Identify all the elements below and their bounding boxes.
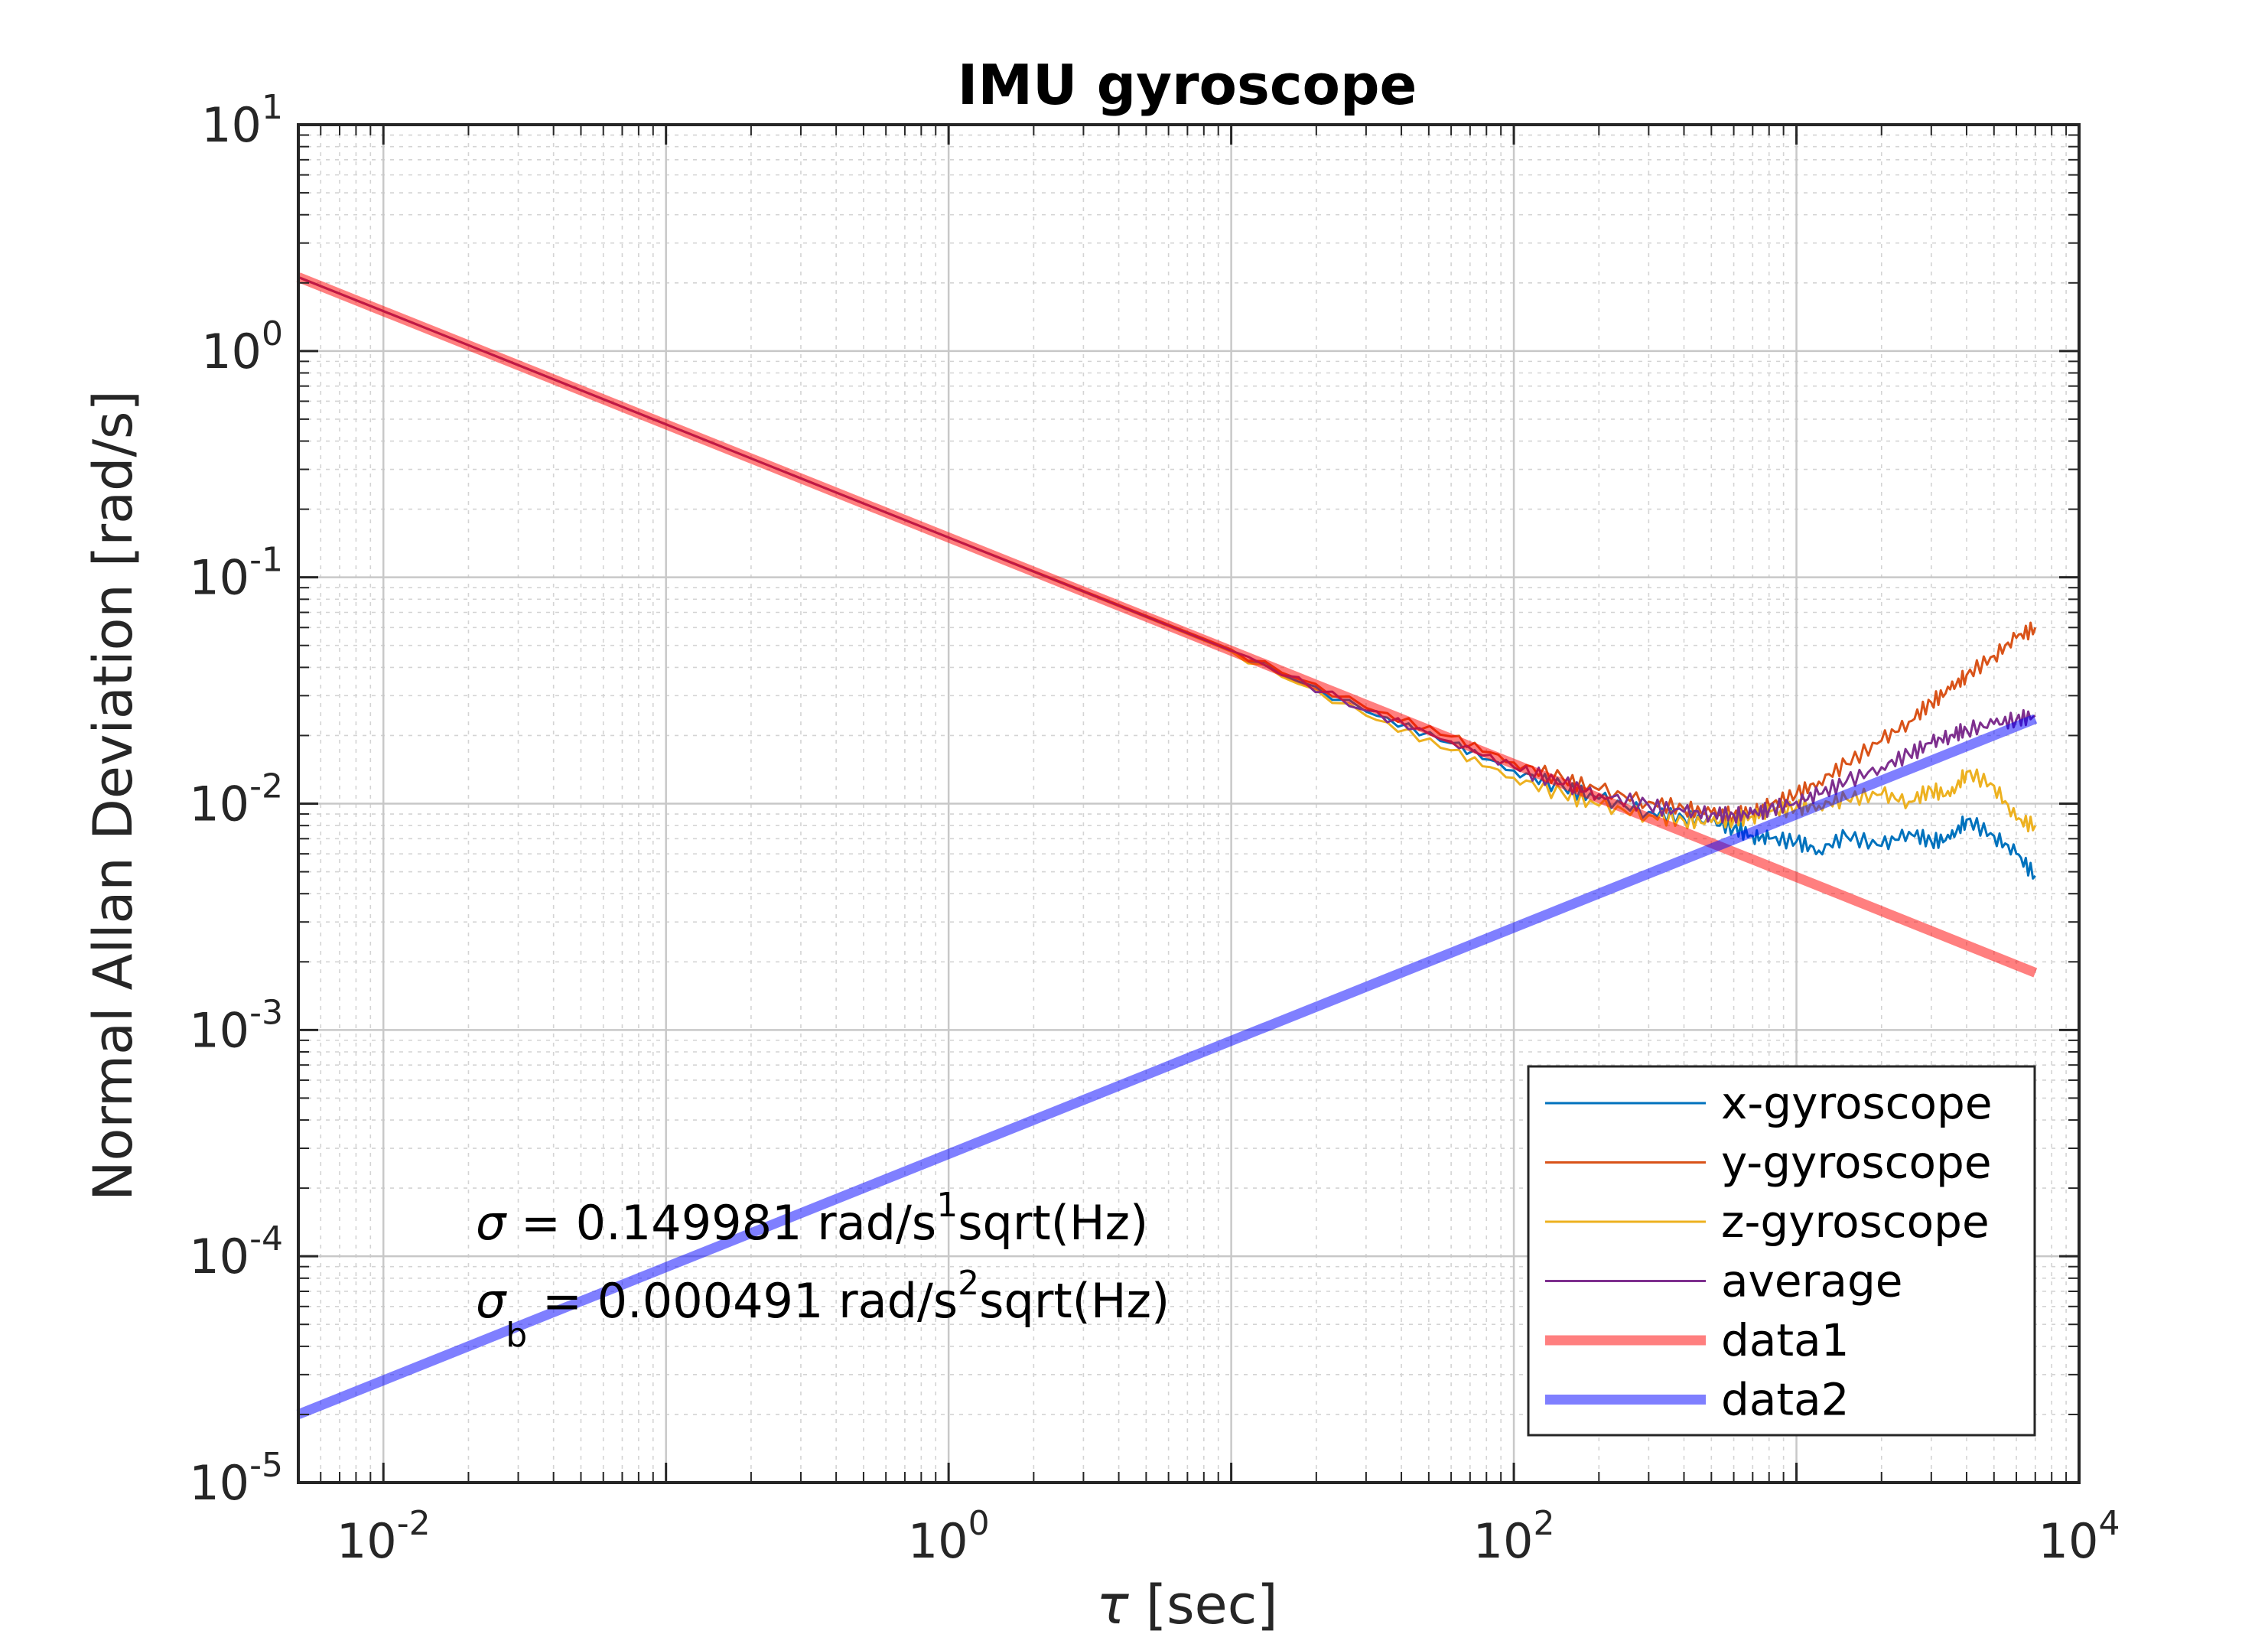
legend-label: average: [1721, 1255, 1902, 1307]
annotations: σ = 0.149981 rad/s1sqrt(Hz)σb = 0.000491…: [476, 1186, 1170, 1355]
y-tick-base: 10: [189, 776, 249, 832]
annotation-superscript: 2: [958, 1264, 979, 1303]
annotation-tail: sqrt(Hz): [958, 1195, 1148, 1251]
x-axis-label: τ [sec]: [1096, 1574, 1277, 1636]
x-tick-base: 10: [2039, 1513, 2099, 1569]
series-layer: [296, 272, 2038, 1419]
legend-box: [1527, 1065, 2036, 1437]
y-axis-label: Normal Allan Deviation [rad/s]: [82, 390, 145, 1201]
x-tick-label: 104: [2039, 1504, 2120, 1569]
x-tick-label: 100: [908, 1504, 990, 1569]
y-tick-exponent: -2: [249, 767, 283, 806]
x-tick-label: 102: [1473, 1504, 1555, 1569]
x-tick-base: 10: [1473, 1513, 1534, 1569]
y-tick-label: 10-3: [189, 993, 283, 1058]
series-line-x-gyroscope: [298, 275, 2036, 880]
legend-label: data1: [1721, 1314, 1850, 1366]
series-line-data1: [296, 272, 2038, 978]
y-tick-base: 10: [201, 97, 262, 153]
legend: x-gyroscope y-gyroscope z-gyroscope average…: [1527, 1065, 2036, 1437]
y-tick-exponent: 1: [262, 88, 283, 127]
annotation-superscript: 1: [936, 1186, 958, 1225]
y-tick-label: 10-4: [189, 1219, 283, 1284]
x-tick-label: 10-2: [337, 1504, 431, 1569]
annotation-symbol: σ: [476, 1273, 507, 1329]
y-tick-label: 10-5: [189, 1446, 283, 1511]
series-line-data2: [296, 714, 2038, 1419]
y-tick-label: 101: [201, 88, 283, 153]
annotation-tail: sqrt(Hz): [979, 1273, 1170, 1329]
legend-label: y-gyroscope: [1721, 1137, 1992, 1189]
x-tick-exponent: 0: [968, 1504, 990, 1543]
x-tick-exponent: 4: [2098, 1504, 2120, 1543]
annotation-subscript: b: [506, 1316, 527, 1355]
x-tick-labels: 10-2 100 102 104: [337, 1504, 2120, 1569]
legend-label: data2: [1721, 1374, 1850, 1426]
y-tick-base: 10: [189, 1455, 249, 1511]
y-tick-exponent: -3: [249, 993, 283, 1032]
x-tick-exponent: -2: [397, 1504, 431, 1543]
x-tick-exponent: 2: [1534, 1504, 1555, 1543]
y-tick-label: 10-2: [189, 767, 283, 832]
y-tick-exponent: -4: [249, 1219, 283, 1258]
legend-label: z-gyroscope: [1721, 1196, 1990, 1248]
x-axis-unit: [sec]: [1146, 1574, 1278, 1636]
x-tick-base: 10: [908, 1513, 968, 1569]
annotation-value: = 0.000491 rad/s: [527, 1273, 958, 1329]
y-tick-base: 10: [189, 1229, 249, 1284]
y-tick-exponent: 0: [262, 314, 283, 353]
annotation-value: = 0.149981 rad/s: [506, 1195, 936, 1251]
y-tick-exponent: -1: [249, 541, 283, 580]
x-tick-base: 10: [337, 1513, 397, 1569]
series-line-z-gyroscope: [298, 275, 2037, 833]
tick-marks: [298, 123, 2081, 1484]
legend-label: x-gyroscope: [1721, 1077, 1993, 1129]
x-axis-symbol: τ: [1096, 1574, 1129, 1636]
annotation-symbol: σ: [476, 1195, 507, 1251]
annotation-text: σb = 0.000491 rad/s2sqrt(Hz): [476, 1264, 1170, 1355]
y-tick-exponent: -5: [249, 1446, 283, 1485]
y-tick-base: 10: [189, 1002, 249, 1058]
annotation-text: σ = 0.149981 rad/s1sqrt(Hz): [476, 1186, 1148, 1251]
y-tick-label: 10-1: [189, 541, 283, 606]
y-tick-base: 10: [201, 324, 262, 379]
y-tick-label: 100: [201, 314, 283, 379]
chart-title: IMU gyroscope: [958, 53, 1417, 117]
y-tick-base: 10: [189, 550, 249, 606]
